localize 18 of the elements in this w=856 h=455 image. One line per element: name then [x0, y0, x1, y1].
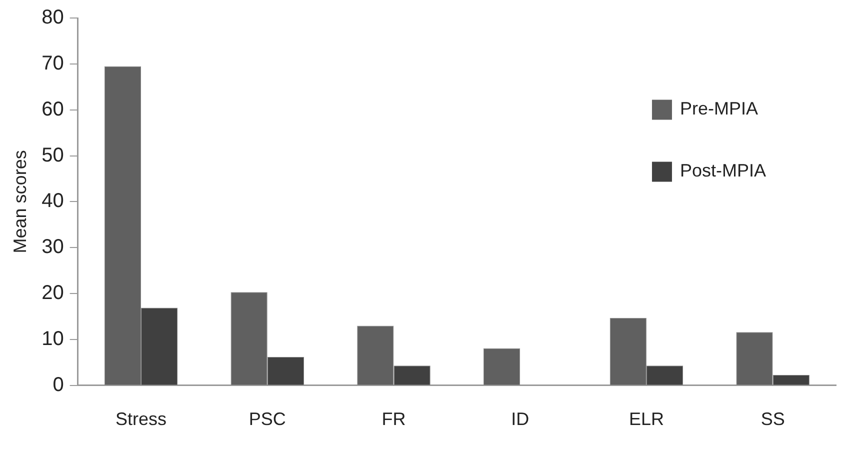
- y-tick-label: 50: [42, 144, 64, 166]
- y-tick-label: 0: [52, 374, 64, 396]
- y-tick-label: 40: [42, 190, 64, 212]
- y-tick-label: 70: [42, 52, 64, 74]
- y-axis-title: Mean scores: [10, 150, 30, 254]
- x-tick-label: ID: [511, 409, 530, 430]
- x-tick-label: Stress: [116, 409, 167, 430]
- x-tick-label: FR: [382, 409, 406, 430]
- y-tick-label: 60: [42, 98, 64, 120]
- x-tick-label: ELR: [628, 409, 664, 430]
- y-tick-label: 10: [42, 328, 64, 350]
- y-tick-label: 20: [42, 282, 64, 304]
- x-tick-label: SS: [760, 409, 785, 430]
- legend-label: Post-MPIA: [680, 160, 766, 181]
- legend-label: Pre-MPIA: [680, 98, 758, 119]
- x-tick-label: PSC: [248, 409, 286, 430]
- y-tick-label: 30: [42, 236, 64, 258]
- y-tick-label: 80: [42, 6, 64, 29]
